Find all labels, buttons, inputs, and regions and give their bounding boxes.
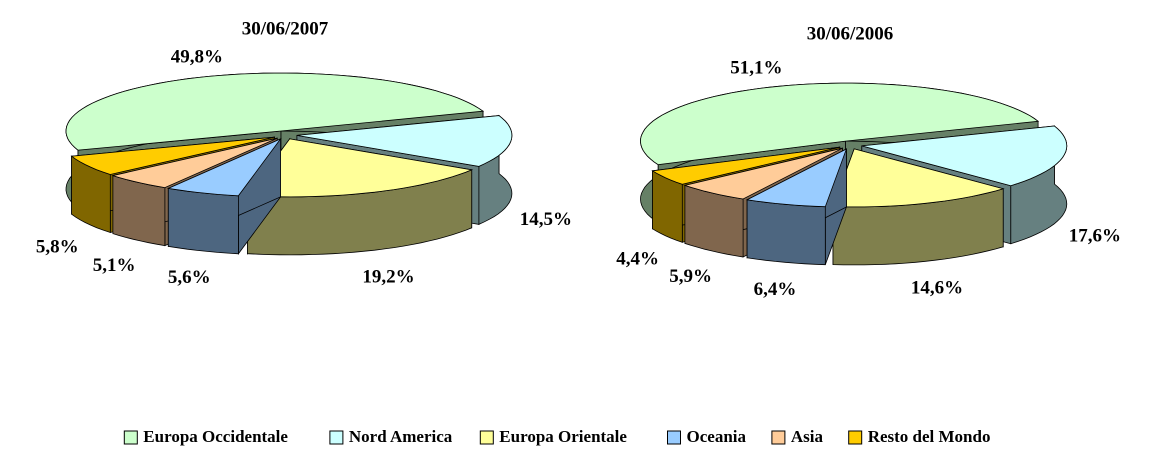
chart-title: 30/06/2007 <box>242 18 329 39</box>
data-label: 14,6% <box>911 278 963 299</box>
data-label: 19,2% <box>362 266 414 287</box>
slice-top <box>70 136 275 175</box>
legend-label: Europa Orientale <box>499 427 627 446</box>
legend-swatch <box>329 430 344 445</box>
legend-label: Asia <box>791 427 824 446</box>
data-label: 4,4% <box>616 249 659 270</box>
chart-title: 30/06/2006 <box>807 23 894 44</box>
data-label: 6,4% <box>754 279 797 300</box>
slice-top <box>651 146 840 185</box>
data-label: 5,8% <box>36 236 79 257</box>
data-label: 51,1% <box>730 58 782 79</box>
slice-top <box>745 148 848 208</box>
slice-top <box>296 115 513 167</box>
data-label: 5,6% <box>168 267 211 288</box>
slice-top <box>832 148 1005 208</box>
slice: Europa Orientale <box>832 148 1005 266</box>
legend-swatch <box>123 430 138 445</box>
slice-top <box>640 82 1040 166</box>
legend-swatch <box>771 430 786 445</box>
slice-top <box>111 137 278 189</box>
slice: Oceania <box>745 148 848 266</box>
legend-label: Europa Occidentale <box>143 427 288 446</box>
legend-swatch <box>479 430 494 445</box>
legend-swatch <box>848 430 863 445</box>
data-label: 5,9% <box>669 266 712 287</box>
slice-top <box>65 72 485 151</box>
slice-outer-wall <box>746 199 826 266</box>
slice: Oceania <box>166 137 282 256</box>
slice-top <box>861 125 1068 187</box>
data-label: 14,5% <box>520 209 572 230</box>
legend-swatch <box>667 430 681 445</box>
data-label: 17,6% <box>1069 226 1121 247</box>
slice-outer-wall <box>167 187 239 255</box>
slice-top <box>683 147 843 200</box>
slice-top <box>166 137 282 197</box>
slice-top <box>246 138 474 198</box>
legend-label: Resto del Mondo <box>868 427 991 446</box>
legend-label: Oceania <box>687 427 747 446</box>
legend-label: Nord America <box>349 427 453 446</box>
data-label: 5,1% <box>93 255 136 276</box>
data-label: 49,8% <box>171 47 223 68</box>
